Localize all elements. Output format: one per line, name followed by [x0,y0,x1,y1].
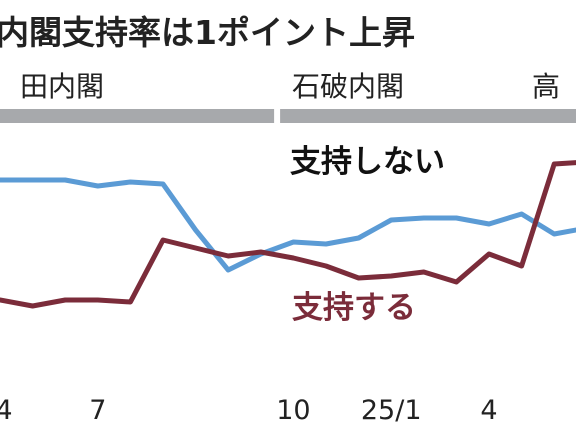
x-tick-label-1: 7 [89,395,106,426]
era-label-1: 石破内閣 [292,70,404,103]
series-line-0 [0,177,576,273]
x-tick-label-2: 10 [276,395,310,426]
series-label-support: 支持する [292,290,416,326]
series-lines [0,160,576,309]
era-bar-0 [0,109,275,123]
x-tick-label-0: 4 [0,395,13,426]
era-label-2: 高 [532,70,560,103]
x-tick-label-3: 25/1 [361,395,422,426]
era-bars: 田内閣 石破内閣 高 [0,70,576,123]
era-bar-1 [280,109,576,123]
x-tick-label-4: 4 [480,395,497,426]
series-label-not-support: 支持しない [290,144,445,180]
era-label-0: 田内閣 [20,70,104,103]
series-line-1 [0,160,576,309]
chart-title: 内閣支持率は1ポイント上昇 [0,13,415,52]
